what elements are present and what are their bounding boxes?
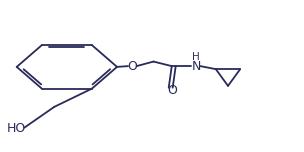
Text: H: H [192, 52, 200, 62]
Text: O: O [127, 60, 137, 73]
Text: O: O [168, 84, 177, 97]
Text: N: N [192, 60, 201, 73]
Text: HO: HO [7, 122, 26, 135]
